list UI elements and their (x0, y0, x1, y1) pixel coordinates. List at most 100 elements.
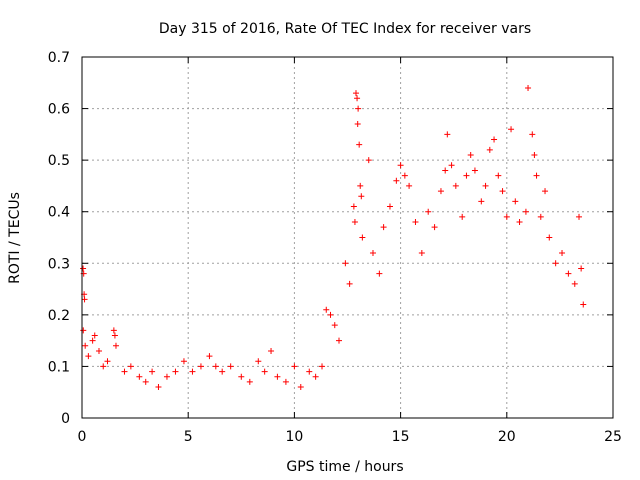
data-point (576, 213, 583, 220)
data-point (386, 203, 393, 210)
data-point (112, 342, 119, 349)
data-point (448, 162, 455, 169)
data-point (452, 182, 459, 189)
x-tick-label: 25 (604, 429, 622, 445)
data-point (219, 368, 226, 375)
data-point (189, 368, 196, 375)
data-point (471, 167, 478, 174)
data-point (336, 337, 343, 344)
axes: 0 5 10 15 20 25 0 0.1 0.2 0.3 0.4 0.5 0.6 0.7 (48, 50, 622, 445)
data-point (282, 378, 289, 385)
data-point (238, 373, 245, 380)
chart-title: Day 315 of 2016, Rate Of TEC Index for r… (159, 21, 531, 37)
data-point (89, 337, 96, 344)
data-point (397, 162, 404, 169)
data-point (442, 167, 449, 174)
data-point (274, 373, 281, 380)
data-point (491, 136, 498, 143)
data-point (331, 322, 338, 329)
data-point (351, 219, 358, 226)
data-point (486, 146, 493, 153)
data-point (91, 332, 98, 339)
data-point (459, 213, 466, 220)
data-point (508, 126, 515, 133)
data-point (312, 373, 319, 380)
y-tick-label: 0.2 (48, 308, 70, 324)
x-tick-label: 15 (392, 429, 410, 445)
data-point (104, 358, 111, 365)
data-point (227, 363, 234, 370)
y-tick-label: 0.3 (48, 256, 70, 272)
data-point (291, 363, 298, 370)
y-tick-label: 0 (61, 411, 70, 427)
data-point (149, 368, 156, 375)
data-point (342, 260, 349, 267)
data-point (136, 373, 143, 380)
data-point (355, 105, 362, 112)
x-tick-label: 5 (184, 429, 193, 445)
data-point (354, 95, 361, 102)
data-point (533, 172, 540, 179)
x-tick-label: 0 (78, 429, 87, 445)
data-point (155, 384, 162, 391)
data-point (463, 172, 470, 179)
data-point (100, 363, 107, 370)
x-tick-label: 10 (285, 429, 303, 445)
data-point (172, 368, 179, 375)
data-point (499, 188, 506, 195)
data-point (212, 363, 219, 370)
data-point (80, 265, 87, 272)
data-points (80, 84, 587, 391)
data-point (206, 353, 213, 360)
data-point (406, 182, 413, 189)
data-point (327, 311, 334, 318)
data-point (82, 342, 89, 349)
data-point (268, 347, 275, 354)
data-point (503, 213, 510, 220)
data-point (306, 368, 313, 375)
data-point (81, 296, 88, 303)
data-point (246, 378, 253, 385)
data-point (467, 151, 474, 158)
data-point (482, 182, 489, 189)
x-axis-label: GPS time / hours (286, 459, 403, 475)
data-point (542, 188, 549, 195)
data-point (121, 368, 128, 375)
data-point (431, 224, 438, 231)
data-point (552, 260, 559, 267)
data-point (142, 378, 149, 385)
data-point (495, 172, 502, 179)
grid-lines (82, 57, 613, 418)
y-tick-label: 0.5 (48, 153, 70, 169)
data-point (425, 208, 432, 215)
data-point (365, 157, 372, 164)
data-point (319, 363, 326, 370)
y-tick-label: 0.7 (48, 50, 70, 66)
data-point (110, 327, 117, 334)
data-point (261, 368, 268, 375)
data-point (580, 301, 587, 308)
data-point (357, 182, 364, 189)
data-point (297, 384, 304, 391)
data-point (444, 131, 451, 138)
data-point (522, 208, 529, 215)
data-point (358, 193, 365, 200)
y-tick-label: 0.6 (48, 102, 70, 118)
data-point (412, 219, 419, 226)
data-point (537, 213, 544, 220)
data-point (197, 363, 204, 370)
data-point (356, 141, 363, 148)
data-point (559, 249, 566, 256)
data-point (346, 280, 353, 287)
data-point (565, 270, 572, 277)
y-tick-label: 0.4 (48, 205, 70, 221)
data-point (531, 151, 538, 158)
data-point (546, 234, 553, 241)
data-point (180, 358, 187, 365)
data-point (354, 121, 361, 128)
data-point (380, 224, 387, 231)
data-point (478, 198, 485, 205)
data-point (85, 353, 92, 360)
data-point (95, 347, 102, 354)
